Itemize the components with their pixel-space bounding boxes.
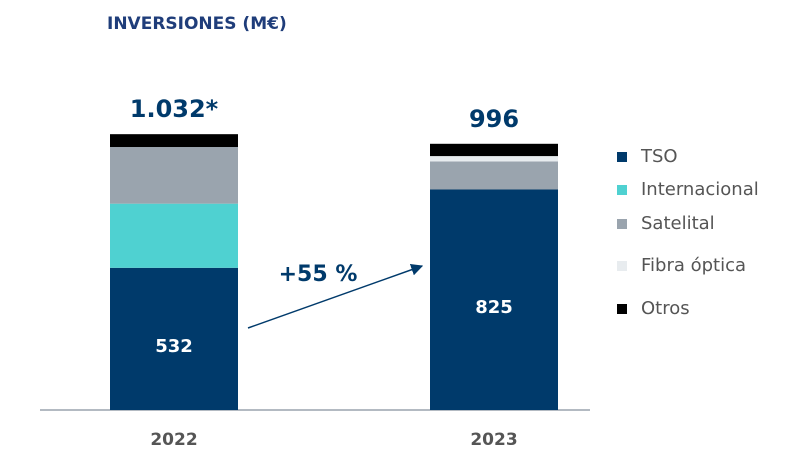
bar-segment: [110, 203, 238, 268]
x-tick-label: 2023: [470, 430, 517, 450]
total-label: 996: [469, 105, 519, 133]
annotation: +55 %: [279, 262, 358, 287]
legend-swatch: [617, 219, 627, 229]
bar-segment: [430, 189, 558, 410]
bar-segment: [110, 267, 238, 410]
bar-segment: [430, 161, 558, 190]
data-label: 532: [155, 336, 193, 357]
bar-segment: [110, 147, 238, 204]
growth-arrow: [247, 263, 424, 329]
legend-swatch: [617, 152, 627, 162]
total-label: 1.032*: [130, 95, 219, 123]
legend-swatch: [617, 304, 627, 314]
legend-label: Internacional: [641, 179, 759, 200]
legend-label: TSO: [640, 146, 678, 167]
legend-label: Fibra óptica: [641, 255, 746, 276]
legend-label: Satelital: [641, 213, 715, 234]
bar-segment: [430, 156, 558, 162]
x-tick-label: 2022: [150, 430, 197, 450]
legend-swatch: [617, 261, 627, 271]
legend-label: Otros: [641, 298, 690, 319]
bar-segment: [430, 143, 558, 157]
chart-title: INVERSIONES (M€): [107, 14, 287, 34]
legend-swatch: [617, 185, 627, 195]
data-label: 825: [475, 297, 513, 318]
bar-segment: [110, 134, 238, 148]
